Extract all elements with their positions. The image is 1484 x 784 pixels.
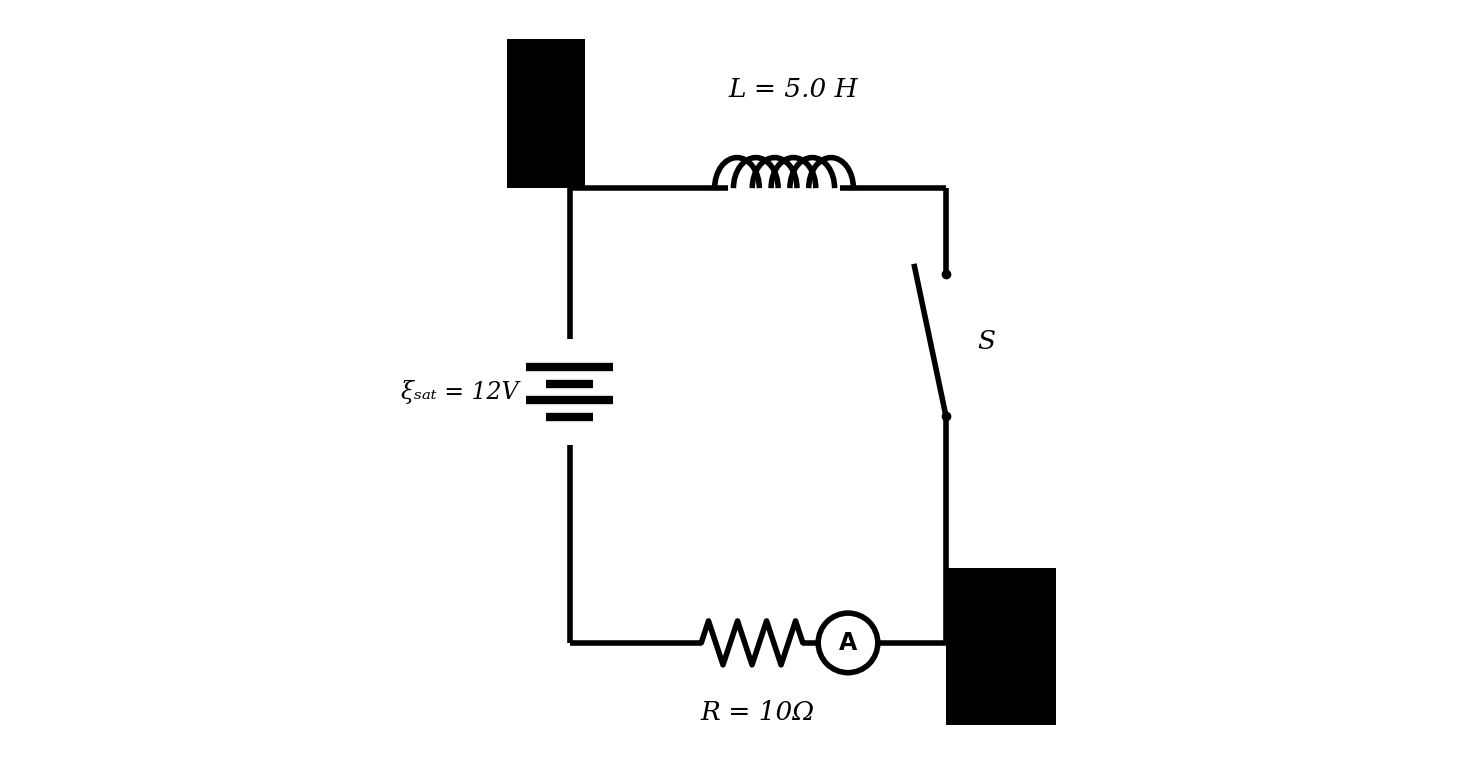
Bar	[945, 568, 1055, 725]
Text: ξₛₐₜ = 12V: ξₛₐₜ = 12V	[401, 380, 518, 404]
Text: A: A	[838, 631, 858, 655]
Circle shape	[818, 613, 879, 673]
Text: L = 5.0 H: L = 5.0 H	[729, 77, 858, 102]
Text: R = 10Ω: R = 10Ω	[700, 700, 815, 725]
Text: S: S	[976, 328, 996, 354]
Bar	[508, 39, 585, 188]
